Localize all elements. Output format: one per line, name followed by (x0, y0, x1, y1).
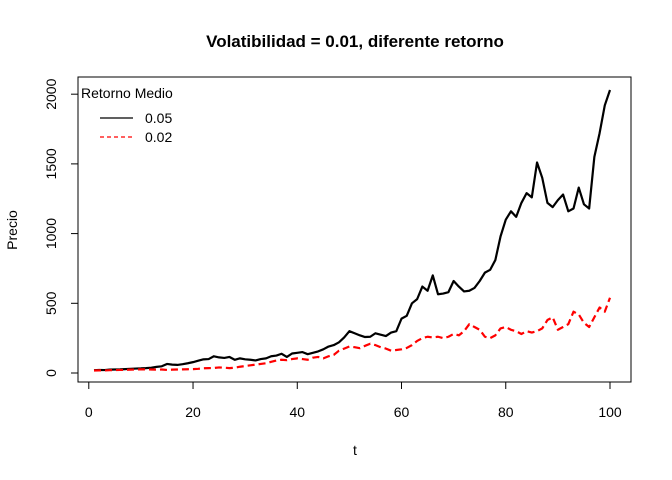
y-tick-label: 1500 (43, 148, 59, 179)
y-tick-label: 2000 (43, 78, 59, 109)
legend-label-0.02: 0.02 (145, 129, 172, 145)
y-axis: 0 500 1000 1500 2000 (43, 78, 79, 377)
x-tick-label: 80 (498, 404, 514, 420)
x-tick-label: 100 (598, 404, 622, 420)
series-group (93, 89, 612, 372)
chart-title: Volatibilidad = 0.01, diferente retorno (206, 32, 504, 51)
series-line-0.02 (93, 297, 612, 372)
x-tick-label: 0 (85, 404, 93, 420)
y-tick-label: 1000 (43, 218, 59, 249)
legend-label-0.05: 0.05 (145, 110, 172, 126)
y-tick-label: 0 (43, 369, 59, 377)
x-axis: 0 20 40 60 80 100 (85, 381, 622, 420)
y-axis-label: Precio (4, 210, 20, 250)
series-line-0.05 (93, 89, 612, 372)
y-tick-label: 500 (43, 291, 59, 315)
x-tick-label: 60 (394, 404, 410, 420)
x-tick-label: 40 (289, 404, 305, 420)
x-tick-label: 20 (185, 404, 201, 420)
legend-title: Retorno Medio (81, 85, 173, 101)
x-axis-label: t (353, 442, 357, 458)
legend: Retorno Medio 0.05 0.02 (81, 85, 173, 145)
